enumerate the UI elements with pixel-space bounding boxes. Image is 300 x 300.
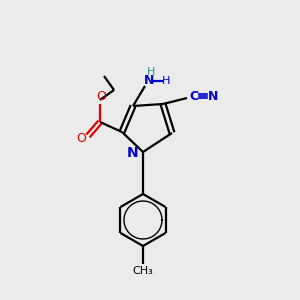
- Text: O: O: [76, 133, 86, 146]
- Text: N: N: [208, 89, 218, 103]
- Text: H: H: [162, 76, 170, 86]
- Text: C: C: [189, 89, 199, 103]
- Text: H: H: [147, 67, 155, 77]
- Text: CH₃: CH₃: [133, 266, 153, 276]
- Text: O: O: [96, 91, 106, 103]
- Text: N: N: [127, 146, 139, 160]
- Text: N: N: [144, 74, 154, 88]
